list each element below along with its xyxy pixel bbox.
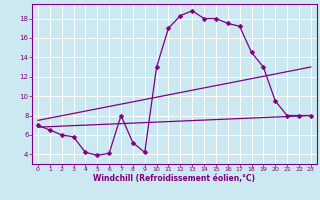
X-axis label: Windchill (Refroidissement éolien,°C): Windchill (Refroidissement éolien,°C) bbox=[93, 174, 255, 183]
